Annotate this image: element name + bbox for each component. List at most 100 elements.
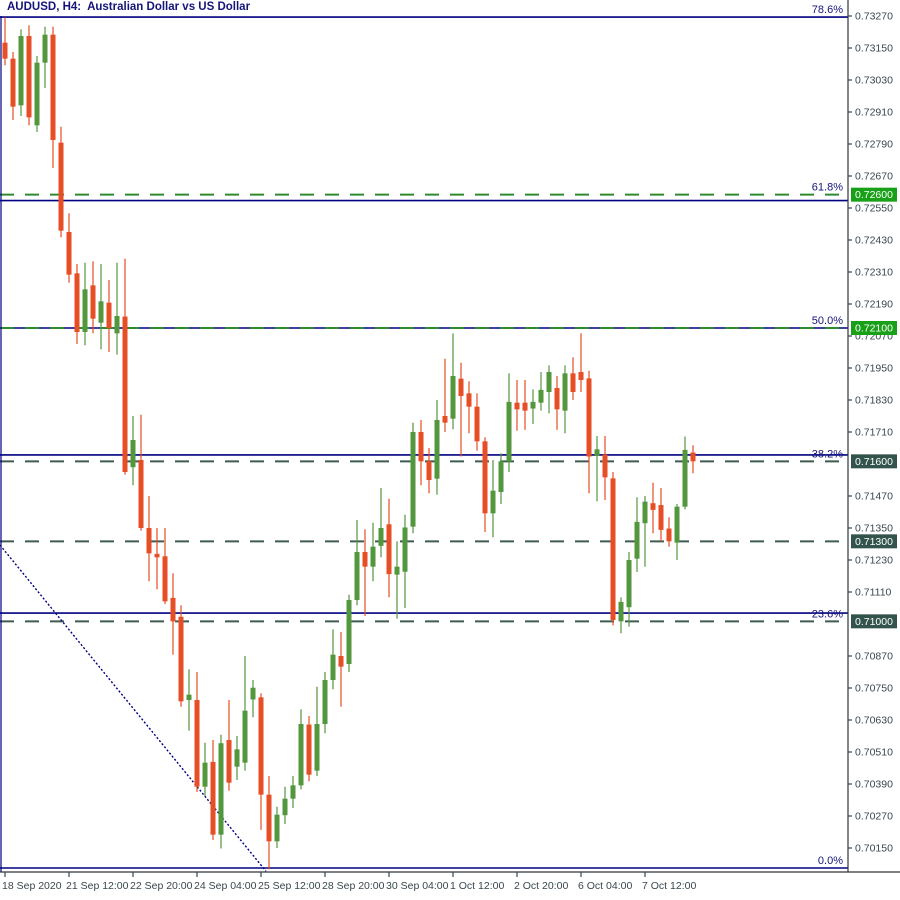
price-axis-label: 0.71950 xyxy=(855,363,893,375)
candle-body-bear xyxy=(514,402,520,410)
candle-body-bull xyxy=(674,506,680,543)
candle-body-bear xyxy=(194,700,200,787)
time-axis-label: 28 Sep 20:00 xyxy=(322,880,385,892)
price-axis-label: 0.73030 xyxy=(855,75,893,87)
candle xyxy=(546,365,552,414)
fib-percent-label: 0.0% xyxy=(818,855,843,867)
candle xyxy=(314,686,320,776)
candle xyxy=(242,656,248,771)
candle-body-bull xyxy=(594,449,600,456)
fib-percent-label: 61.8% xyxy=(812,182,843,194)
candle xyxy=(2,17,8,66)
candle-body-bear xyxy=(338,656,344,667)
candle xyxy=(322,672,328,734)
candle xyxy=(130,416,136,486)
candle xyxy=(466,381,472,434)
candle xyxy=(98,264,104,350)
price-axis-label: 0.71830 xyxy=(855,395,893,407)
candle xyxy=(266,776,272,870)
candle-body-bear xyxy=(210,761,216,835)
candle xyxy=(162,528,168,604)
candle-body-bull xyxy=(186,694,192,700)
price-tag xyxy=(851,187,897,202)
candle xyxy=(18,29,24,116)
candle xyxy=(138,414,144,531)
candle-body-bear xyxy=(90,285,96,319)
price-tag-label: 0.72600 xyxy=(855,189,893,201)
time-axis-label: 7 Oct 12:00 xyxy=(642,880,696,892)
candle xyxy=(90,261,96,334)
candle xyxy=(58,126,64,238)
candle-body-bull xyxy=(498,461,504,492)
candle xyxy=(298,709,304,790)
candle-body-bear xyxy=(170,597,176,622)
candle-body-bear xyxy=(138,460,144,528)
time-axis-label: 2 Oct 20:00 xyxy=(514,880,568,892)
candle xyxy=(210,740,216,840)
candle-body-bear xyxy=(650,503,656,510)
candle xyxy=(450,333,456,430)
candle-body-bull xyxy=(274,814,280,842)
candle xyxy=(394,541,400,619)
candle-body-bull xyxy=(114,316,120,334)
candle-body-bear xyxy=(442,416,448,423)
candle xyxy=(26,25,32,126)
candle-body-bear xyxy=(522,402,528,411)
candle-body-bull xyxy=(394,566,400,575)
price-axis-label: 0.70510 xyxy=(855,747,893,759)
candle xyxy=(602,436,608,500)
candle xyxy=(634,497,640,572)
candle-body-bear xyxy=(426,461,432,480)
candle xyxy=(370,522,376,582)
candle xyxy=(250,680,256,718)
candle xyxy=(442,358,448,432)
candle-body-bear xyxy=(578,372,584,380)
price-tag xyxy=(851,534,897,549)
candle-body-bear xyxy=(154,553,160,558)
candle-body-bull xyxy=(410,432,416,527)
candle xyxy=(330,629,336,690)
candle-body-bull xyxy=(546,372,552,392)
candle-body-bear xyxy=(10,58,16,107)
candle-body-bear xyxy=(106,302,112,328)
candle-body-bull xyxy=(538,389,544,403)
candle-body-bull xyxy=(234,749,240,767)
candle xyxy=(586,370,592,494)
candle-body-bull xyxy=(402,527,408,572)
candle xyxy=(34,56,40,132)
candle-body-bull xyxy=(18,36,24,106)
candle xyxy=(426,448,432,494)
candle xyxy=(10,52,16,120)
candle-body-bear xyxy=(122,316,128,472)
candle xyxy=(338,632,344,707)
candle xyxy=(218,734,224,849)
price-tag xyxy=(851,321,897,335)
time-axis-label: 24 Sep 04:00 xyxy=(194,880,257,892)
candle-body-bear xyxy=(74,273,80,332)
price-axis-label: 0.72310 xyxy=(855,267,893,279)
candle-body-bull xyxy=(530,401,536,409)
candle xyxy=(50,26,56,168)
candle xyxy=(114,262,120,355)
candle-body-bull xyxy=(250,687,256,700)
candle xyxy=(562,365,568,434)
candle xyxy=(522,380,528,430)
candle xyxy=(194,672,200,792)
candle-body-bear xyxy=(658,505,664,530)
candle xyxy=(618,597,624,634)
price-axis-label: 0.70390 xyxy=(855,779,893,791)
candle xyxy=(570,357,576,400)
price-axis-label: 0.71710 xyxy=(855,427,893,439)
candle xyxy=(378,488,384,558)
price-tag-label: 0.71600 xyxy=(855,456,893,468)
candle xyxy=(82,262,88,346)
candle xyxy=(202,742,208,796)
candle xyxy=(506,373,512,472)
price-axis-label: 0.70630 xyxy=(855,715,893,727)
candle xyxy=(674,504,680,560)
candle-body-bull xyxy=(242,710,248,763)
fib-percent-label: 78.6% xyxy=(812,4,843,16)
candle xyxy=(410,422,416,534)
